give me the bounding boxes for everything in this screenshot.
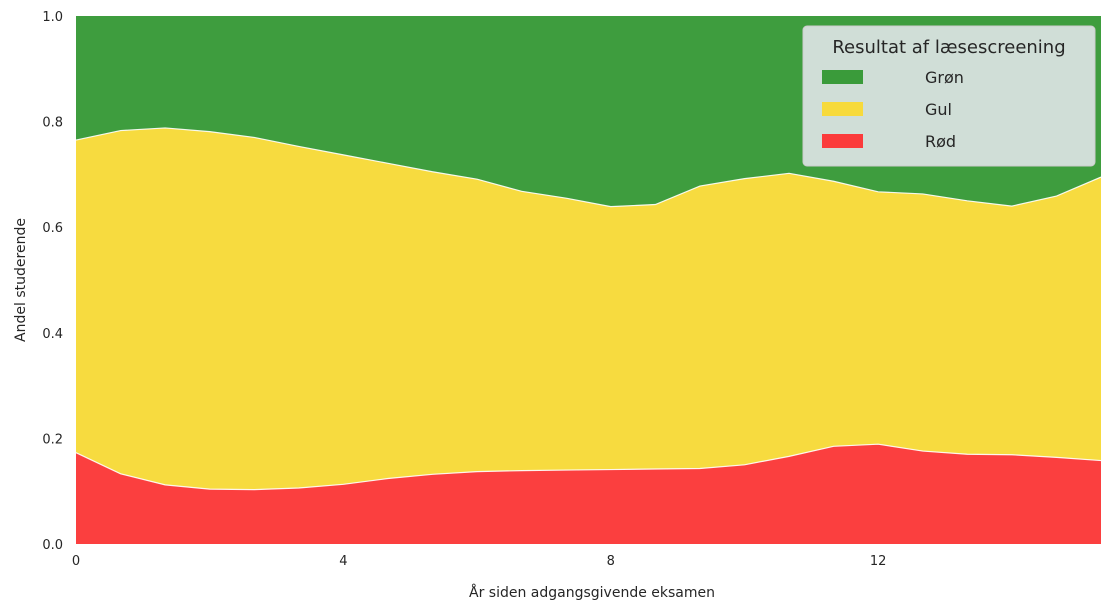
legend-swatch-rød <box>822 134 863 148</box>
area-gul <box>76 127 1101 490</box>
y-tick-label: 1.0 <box>42 10 63 25</box>
legend-label-rød: Rød <box>925 132 956 151</box>
area-rød <box>76 444 1101 544</box>
x-tick-label: 4 <box>339 554 347 569</box>
legend-label-grøn: Grøn <box>925 68 964 87</box>
x-tick-label: 0 <box>72 554 80 569</box>
y-tick-labels: 0.0 0.2 0.4 0.6 0.8 1.0 <box>42 10 63 553</box>
y-axis-label: Andel studerende <box>13 218 29 342</box>
legend-box <box>802 25 1096 167</box>
legend-entries: Grøn Gul Rød <box>822 68 964 151</box>
x-tick-label: 12 <box>870 554 887 569</box>
x-tick-label: 8 <box>607 554 615 569</box>
x-axis-label: År siden adgangsgivende eksamen <box>469 584 715 601</box>
y-tick-label: 0.8 <box>42 116 63 131</box>
legend-swatch-gul <box>822 102 863 116</box>
area-series-group <box>75 16 1101 544</box>
legend-label-gul: Gul <box>925 100 952 119</box>
legend-title: Resultat af læsescreening <box>832 37 1065 58</box>
boundary-line-gul <box>75 127 1101 208</box>
y-tick-label: 0.6 <box>42 221 63 236</box>
y-tick-label: 0.2 <box>42 432 63 447</box>
boundary-line-rød <box>75 443 1101 491</box>
legend: Resultat af læsescreening Grøn Gul Rød <box>802 25 1096 167</box>
y-tick-label: 0.0 <box>42 538 63 553</box>
legend-swatch-grøn <box>822 70 863 84</box>
x-tick-labels: 0 4 8 12 <box>72 554 887 569</box>
y-tick-label: 0.4 <box>42 327 63 342</box>
